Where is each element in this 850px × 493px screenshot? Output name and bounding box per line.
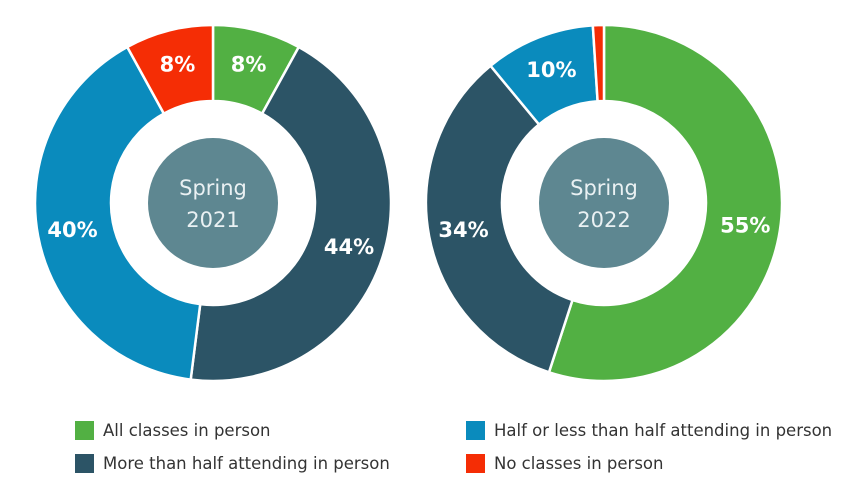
legend-swatch-no-classes [466,453,485,473]
legend-item-no-classes: No classes in person [466,450,663,476]
donut-2-slice-no-classes-in-person [591,23,606,103]
donut-2-data-label-more-than-half-attending-in-person: 34% [438,218,488,242]
legend-item-all-in-person: All classes in person [75,417,271,443]
donut-1-data-label-all-classes-in-person: 8% [231,52,267,76]
donut-2-center-label-line-2: 2022 [577,208,630,232]
legend-item-more-than-half: More than half attending in person [75,450,390,476]
legend-label-no-classes: No classes in person [494,453,664,473]
donut-1-data-label-more-than-half-attending-in-person: 44% [324,235,374,259]
donut-2-center-disc [539,138,669,268]
donut-1-slice-more-than-half-attending-in-person [189,45,393,383]
legend-label-half-or-less: Half or less than half attending in pers… [494,420,833,440]
donut-1-data-label-half-or-less-than-half-attending-in-person: 40% [47,218,97,242]
legend-item-half-or-less: Half or less than half attending in pers… [466,417,832,443]
legend-label-all-in-person: All classes in person [103,420,271,440]
donut-1-center-label-line-1: Spring [179,176,247,200]
legend-label-more-than-half: More than half attending in person [103,453,390,473]
donut-charts: 8% 44% 40% 8% Spring 2021 55% 34% 10% Spring 2022 [33,23,784,383]
donut-2-slice-more-than-half-attending-in-person [424,64,575,374]
donut-1-center-disc [148,138,278,268]
donut-2-center-label-line-1: Spring [570,176,638,200]
donut-1-center-label-line-2: 2021 [186,208,239,232]
legend-swatch-all-in-person [75,420,94,440]
donut-1-data-label-no-classes-in-person: 8% [160,52,196,76]
donut-1-slice-no-classes-in-person [125,23,215,116]
legend-swatch-half-or-less [466,420,485,440]
donut-2-data-label-all-classes-in-person: 55% [720,213,770,237]
donut-2-data-label-half-or-less-than-half-attending-in-person: 10% [526,58,576,82]
donut-2-slice-all-classes-in-person [547,23,784,383]
donut-1-slice-half-or-less-than-half-attending-in-person [33,45,202,381]
legend-swatch-more-than-half [75,453,94,473]
